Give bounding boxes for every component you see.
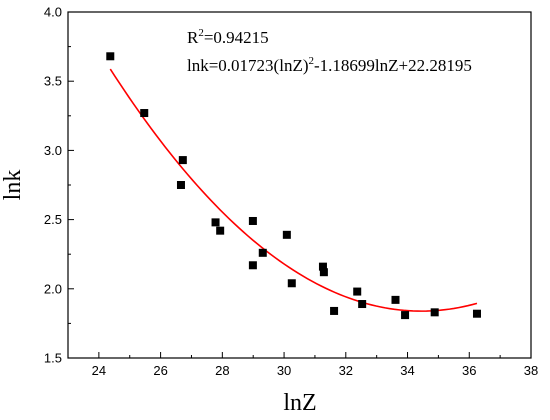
y-axis-title: lnk — [0, 170, 26, 201]
fit-equation: lnk=0.01723(lnZ)2-1.18699lnZ+22.28195 — [187, 55, 472, 75]
y-tick-label: 2.5 — [44, 212, 62, 227]
r2-annotation: R2=0.94215 — [187, 27, 269, 47]
fit-curve — [109, 68, 478, 312]
data-points — [106, 52, 481, 320]
data-point — [140, 109, 149, 118]
y-tick-label: 4.0 — [44, 5, 62, 20]
x-tick-label: 36 — [462, 363, 476, 378]
data-point — [178, 156, 187, 165]
y-axis-ticks: 1.5 2.0 2.5 3.0 3.5 4.0 — [44, 5, 74, 366]
x-tick-label: 26 — [153, 363, 167, 378]
y-tick-label: 1.5 — [44, 351, 62, 366]
y-tick-label: 2.0 — [44, 281, 62, 296]
data-point — [176, 181, 185, 189]
data-point — [391, 295, 400, 304]
data-point — [401, 311, 410, 320]
y-tick-label: 3.5 — [44, 74, 62, 89]
data-point — [287, 279, 296, 288]
data-point — [248, 261, 257, 270]
data-point — [106, 52, 115, 61]
data-point — [216, 226, 225, 235]
y-tick-label: 3.0 — [44, 143, 62, 158]
x-axis-title: lnZ — [283, 390, 316, 416]
data-point — [282, 230, 291, 239]
data-point — [358, 300, 367, 309]
data-point — [330, 306, 339, 315]
x-tick-label: 38 — [524, 363, 538, 378]
data-point — [258, 248, 267, 257]
x-axis-ticks: 24 26 28 30 32 34 36 38 — [92, 352, 538, 378]
data-point — [211, 218, 220, 227]
data-point — [248, 216, 257, 225]
data-point — [430, 308, 439, 317]
data-point — [353, 287, 362, 296]
data-point — [318, 262, 327, 271]
x-tick-label: 28 — [215, 363, 229, 378]
x-tick-label: 30 — [277, 363, 291, 378]
data-point — [319, 268, 328, 277]
x-tick-label: 32 — [339, 363, 353, 378]
x-tick-label: 34 — [400, 363, 414, 378]
data-point — [472, 309, 481, 318]
x-tick-label: 24 — [92, 363, 106, 378]
